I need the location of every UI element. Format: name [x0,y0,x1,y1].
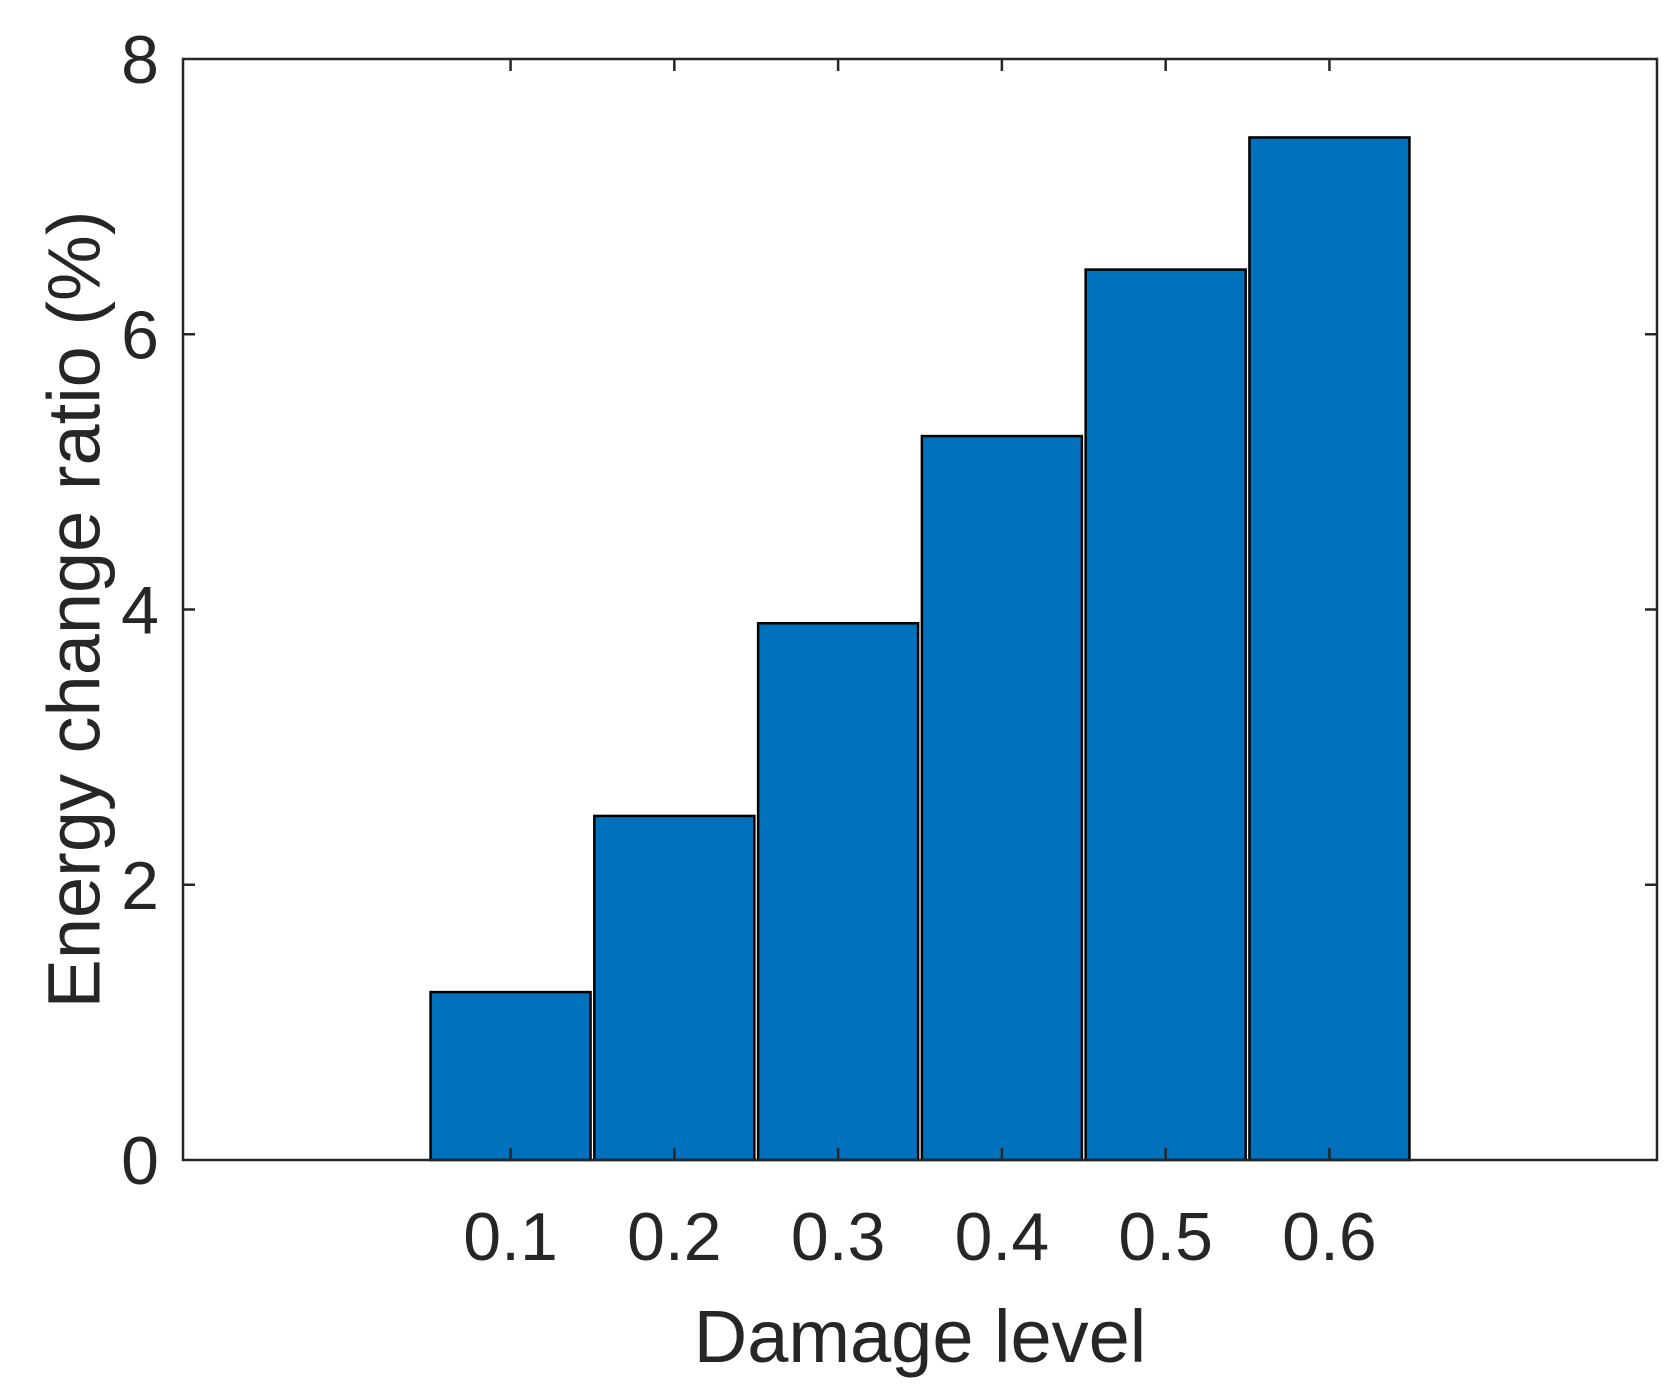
axes-layer [181,57,1659,1162]
y-tick-label: 8 [121,22,159,98]
y-axis-label: Energy change ratio (%) [33,211,116,1009]
bar-0.1 [429,990,592,1162]
bar-0.3 [756,622,920,1162]
bar-0.4 [920,434,1084,1162]
x-axis-label: Damage level [694,1295,1146,1378]
y-tick-label: 6 [121,297,159,373]
plot-area-frame [181,57,1659,1162]
y-tick-label: 2 [121,848,159,924]
bar-0.5 [1084,268,1247,1162]
labels-layer: Damage level Energy change ratio (%) [33,211,1147,1378]
x-tick-label: 0.4 [955,1199,1050,1275]
bar-0.2 [593,814,756,1162]
y-tick-label: 4 [121,573,159,649]
x-tick-label: 0.3 [791,1199,886,1275]
bars-layer [429,136,1411,1162]
ticks-layer: 0.1 0.2 0.3 0.4 0.5 0.6 0 2 4 6 8 [121,22,1657,1275]
x-tick-label: 0.2 [627,1199,722,1275]
bar-0.6 [1248,136,1411,1162]
x-tick-label: 0.6 [1282,1199,1377,1275]
y-tick-label: 0 [121,1123,159,1199]
x-tick-label: 0.1 [463,1199,558,1275]
x-tick-label: 0.5 [1118,1199,1213,1275]
